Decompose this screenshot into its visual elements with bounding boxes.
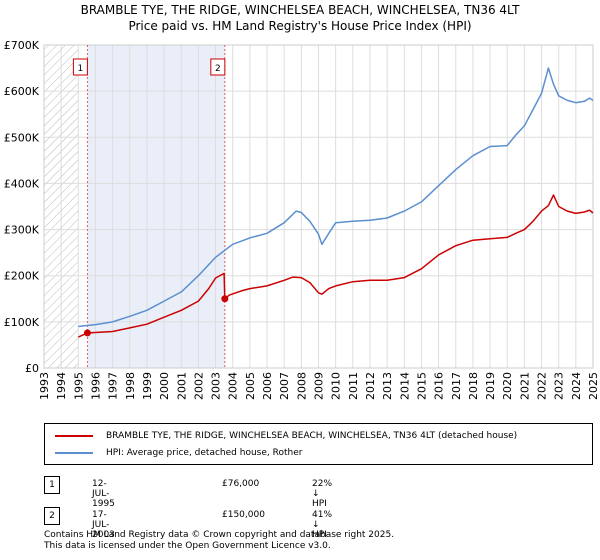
sale-point [221, 295, 229, 303]
x-tick-label: 2013 [381, 372, 394, 400]
chart-title: BRAMBLE TYE, THE RIDGE, WINCHELSEA BEACH… [80, 3, 520, 17]
y-tick-label: £300K [4, 224, 40, 237]
legend-label-property: BRAMBLE TYE, THE RIDGE, WINCHELSEA BEACH… [106, 431, 518, 441]
x-tick-label: 1997 [107, 372, 120, 400]
x-tick-label: 2019 [484, 372, 497, 400]
x-tick-label: 2015 [415, 372, 428, 400]
x-tick-label: 2003 [210, 372, 223, 400]
sale-price: £76,000 [222, 479, 260, 489]
x-tick-label: 1993 [38, 372, 51, 400]
sale-label: 2 [215, 64, 221, 74]
sale-label-box [210, 58, 226, 76]
legend-item-hpi: HPI: Average price, detached house, Roth… [55, 445, 302, 461]
footer-licence: This data is licensed under the Open Gov… [44, 541, 331, 551]
x-tick-label: 1995 [72, 372, 85, 400]
sale-price: £150,000 [222, 510, 265, 520]
series-line-property [77, 194, 594, 338]
x-tick-label: 2025 [587, 372, 600, 400]
series-line-hpi [78, 67, 594, 328]
x-tick-label: 2006 [261, 372, 274, 400]
legend: BRAMBLE TYE, THE RIDGE, WINCHELSEA BEACH… [44, 423, 593, 465]
y-tick-label: £600K [4, 85, 40, 98]
legend-item-property: BRAMBLE TYE, THE RIDGE, WINCHELSEA BEACH… [55, 428, 517, 444]
x-tick-label: 1994 [55, 372, 68, 400]
x-tick-label: 2024 [570, 372, 583, 400]
x-tick-label: 2014 [398, 372, 411, 400]
x-tick-label: 2009 [313, 372, 326, 400]
sale-date: 12-JUL-1995 [92, 479, 115, 509]
price-chart: 1 2 £0 £100K £200K £300K £400K £500K £600K £700K 1… [4, 39, 600, 400]
y-tick-label: £100K [4, 316, 40, 329]
x-tick-label: 2016 [433, 372, 446, 400]
x-tick-label: 2005 [244, 372, 257, 400]
x-tick-label: 2011 [347, 372, 360, 400]
x-tick-label: 2022 [536, 372, 549, 400]
x-tick-label: 2017 [450, 372, 463, 400]
footer-copyright: Contains HM Land Registry data © Crown c… [44, 530, 395, 540]
x-tick-label: 2018 [467, 372, 480, 400]
x-tick-label: 2008 [295, 372, 308, 400]
x-tick-label: 1996 [89, 372, 102, 400]
x-tick-label: 2012 [364, 372, 377, 400]
legend-swatch-hpi [55, 452, 93, 454]
y-tick-label: £400K [4, 177, 40, 190]
plot-border [43, 44, 594, 369]
legend-swatch-property [55, 435, 93, 437]
x-tick-label: 1998 [124, 372, 137, 400]
x-tick-label: 2020 [501, 372, 514, 400]
x-tick-label: 2010 [330, 372, 343, 400]
x-tick-label: 2000 [158, 372, 171, 400]
sale-badge: 2 [44, 507, 60, 525]
shaded-ownership-region [87, 45, 225, 368]
sale-date: 17-JUL-2003 [92, 510, 115, 540]
sale-hpi-diff: 22% ↓ HPI [312, 479, 333, 509]
y-tick-label: £200K [4, 270, 40, 283]
x-tick-label: 1999 [141, 372, 154, 400]
y-tick-label: £0 [25, 362, 39, 375]
sale-label: 1 [78, 64, 84, 74]
footer: Contains HM Land Registry data © Crown c… [44, 530, 394, 552]
x-tick-label: 2004 [227, 372, 240, 400]
y-tick-label: £500K [4, 131, 40, 144]
sale-badge: 1 [44, 476, 60, 494]
x-tick-label: 2007 [278, 372, 291, 400]
y-tick-label: £700K [4, 39, 40, 52]
legend-label-hpi: HPI: Average price, detached house, Roth… [106, 448, 303, 458]
sale-hpi-diff: 41% ↓ HPI [312, 510, 333, 540]
chart-subtitle: Price paid vs. HM Land Registry's House … [128, 19, 472, 33]
x-tick-label: 2002 [192, 372, 205, 400]
sale-point [83, 329, 91, 337]
x-tick-label: 2023 [553, 372, 566, 400]
x-tick-label: 2001 [175, 372, 188, 400]
sale-label-box [72, 58, 88, 76]
x-tick-label: 2021 [518, 372, 531, 400]
